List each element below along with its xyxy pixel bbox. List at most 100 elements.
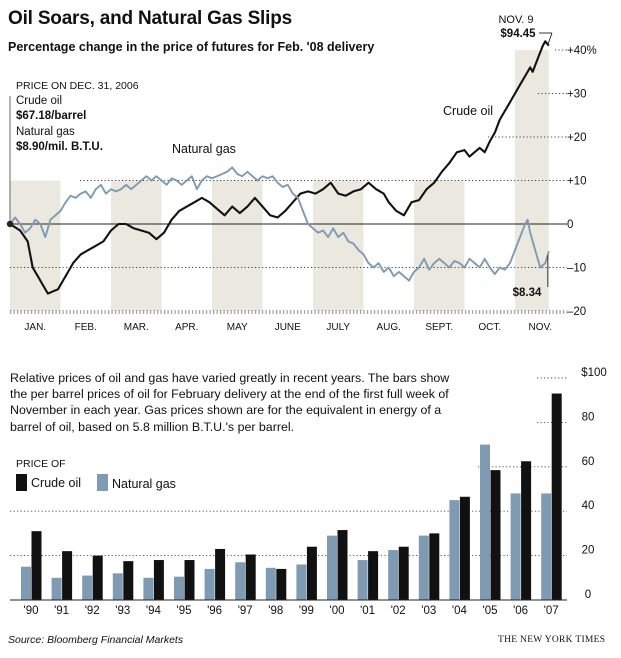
x-tick-label: JAN.: [24, 322, 46, 333]
y-tick-label: +40%: [567, 45, 597, 57]
gas-bar: [143, 577, 154, 600]
gas-bar: [51, 577, 62, 600]
bar-y-tick-label: 0: [585, 589, 591, 601]
explanatory-text: Relative prices of oil and gas have vari…: [10, 371, 450, 434]
legend-swatch-gas: [97, 474, 108, 491]
gas-bar: [418, 535, 429, 600]
gas-bar: [327, 535, 337, 600]
gas-bar: [296, 564, 307, 600]
oil-bar: [551, 393, 562, 600]
oil-bar: [490, 470, 501, 600]
gas-series-label: Natural gas: [172, 142, 236, 156]
oil-end-date: NOV. 9: [498, 14, 533, 26]
bar-x-label: '04: [452, 605, 468, 617]
bar-x-label: '98: [268, 605, 283, 617]
bar-x-label: '03: [421, 605, 436, 617]
oil-series-label: Crude oil: [443, 104, 493, 118]
gas-end-value: $8.34: [513, 287, 542, 299]
bar-x-label: '00: [330, 605, 345, 617]
bar-y-tick-label: 80: [582, 411, 595, 423]
gas-bar: [174, 576, 184, 600]
legend-label-oil: Crude oil: [31, 476, 82, 490]
publisher-credit: THE NEW YORK TIMES: [498, 635, 606, 645]
bar-x-label: '90: [24, 605, 39, 617]
chart-subtitle: Percentage change in the price of future…: [8, 40, 375, 54]
reference-oil-value: $67.18/barrel: [16, 110, 87, 122]
oil-bar: [92, 555, 103, 600]
gas-bar: [449, 500, 460, 600]
y-tick-label: +30: [567, 89, 587, 101]
reference-gas-value: $8.90/mil. B.T.U.: [16, 141, 103, 153]
gas-bar: [357, 560, 368, 600]
gas-bar: [204, 568, 215, 600]
bar-x-label: '93: [115, 605, 130, 617]
legend-title: PRICE OF: [16, 458, 66, 470]
gas-bar: [541, 493, 552, 600]
reference-note-heading: PRICE ON DEC. 31, 2006: [16, 80, 139, 92]
oil-bar: [459, 496, 470, 600]
oil-bar: [337, 530, 348, 600]
source-note: Source: Bloomberg Financial Markets: [8, 634, 184, 646]
bar-x-label: '01: [360, 605, 375, 617]
bar-x-label: '95: [177, 605, 192, 617]
oil-bar: [521, 461, 532, 600]
gas-bar: [265, 567, 276, 600]
oil-bar: [306, 546, 317, 600]
gas-bar: [480, 444, 490, 600]
reference-gas-label: Natural gas: [16, 126, 75, 138]
chart-title: Oil Soars, and Natural Gas Slips: [8, 8, 292, 29]
bar-x-label: '07: [544, 605, 559, 617]
y-tick-label: 0: [567, 219, 573, 231]
reference-oil-label: Crude oil: [16, 95, 63, 107]
bar-x-label: '05: [483, 605, 498, 617]
x-tick-label: SEPT.: [425, 322, 453, 333]
y-tick-label: –20: [567, 306, 586, 318]
gas-bar: [112, 573, 123, 600]
x-tick-label: AUG.: [377, 322, 401, 333]
month-shade: [111, 180, 162, 311]
x-tick-label: MAY: [227, 322, 248, 333]
oil-bar: [368, 551, 379, 600]
legend-label-gas: Natural gas: [112, 477, 176, 491]
oil-bar: [184, 560, 195, 600]
bar-x-label: '92: [85, 605, 100, 617]
oil-end-value: $94.45: [500, 28, 536, 40]
month-shade: [414, 180, 465, 311]
bar-x-label: '02: [391, 605, 406, 617]
series-start-dot: [6, 220, 14, 228]
gas-price-line: [9, 166, 550, 282]
bar-x-label: '94: [146, 605, 162, 617]
oil-price-line: [9, 40, 550, 295]
oil-bar: [31, 531, 42, 600]
x-tick-label: MAR.: [124, 322, 149, 333]
bar-y-tick-label: $100: [581, 367, 607, 379]
y-tick-label: +10: [567, 176, 587, 188]
gas-bar: [235, 562, 246, 600]
oil-bar: [429, 533, 440, 600]
x-tick-label: OCT.: [478, 322, 501, 333]
bar-y-tick-label: 40: [582, 500, 595, 512]
oil-bar: [62, 551, 73, 600]
oil-bar: [245, 554, 256, 600]
x-tick-label: FEB.: [75, 322, 97, 333]
bar-x-label: '06: [513, 605, 528, 617]
oil-end-leader: [547, 32, 553, 45]
legend-swatch-oil: [16, 474, 27, 491]
bar-x-label: '91: [54, 605, 69, 617]
x-tick-label: NOV.: [528, 322, 552, 333]
gas-bar: [388, 550, 399, 600]
gas-bar: [21, 566, 31, 600]
x-tick-label: JULY: [326, 322, 350, 333]
oil-bar: [153, 560, 164, 600]
bar-x-label: '97: [238, 605, 253, 617]
gas-bar: [510, 493, 521, 600]
y-tick-label: –10: [567, 263, 586, 275]
oil-bar: [123, 561, 134, 600]
gas-bar: [82, 575, 93, 600]
oil-bar: [215, 548, 226, 600]
bar-x-label: '96: [207, 605, 222, 617]
oil-bar: [398, 546, 409, 600]
bar-y-tick-label: 60: [582, 456, 595, 468]
x-tick-label: JUNE: [275, 322, 301, 333]
